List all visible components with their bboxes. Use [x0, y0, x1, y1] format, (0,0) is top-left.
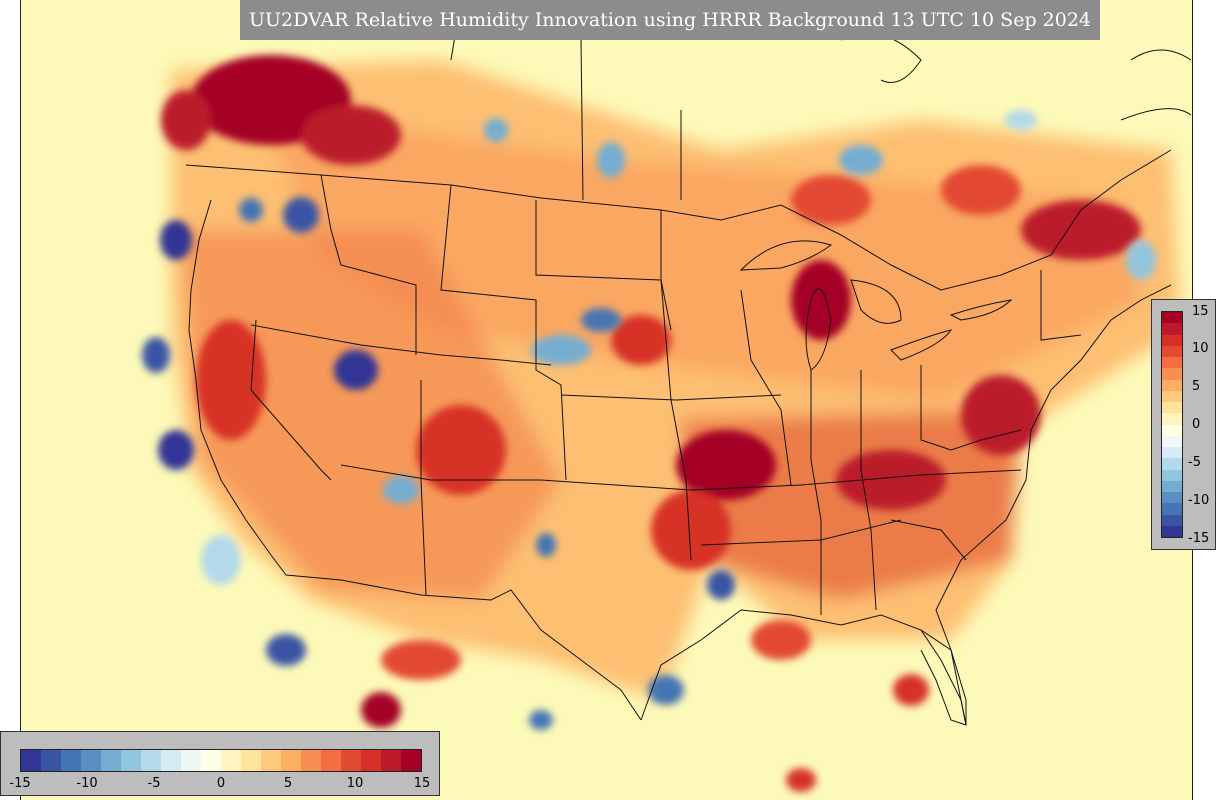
colorbar-segment [1162, 514, 1182, 526]
colorbar-segment [1162, 379, 1182, 391]
colorbar-segment [101, 750, 121, 771]
colorbar-tick: 15 [1192, 304, 1209, 319]
colorbar-tick: 10 [346, 776, 364, 791]
colorbar-tick: -10 [76, 776, 98, 791]
colorbar-tick: -10 [1188, 493, 1210, 508]
colorbar-segment [301, 750, 321, 771]
colorbar-segment [141, 750, 161, 771]
colorbar-segment [221, 750, 241, 771]
colorbar-segment [341, 750, 361, 771]
colorbar-segment [81, 750, 101, 771]
colorbar-segment [361, 750, 381, 771]
colorbar-segment [1162, 368, 1182, 380]
colorbar-tick: 10 [1192, 341, 1209, 356]
colorbar-segment [61, 750, 81, 771]
colorbar-segment [401, 750, 421, 771]
colorbar-vertical-ramp [1161, 311, 1183, 538]
colorbar-segment [1162, 390, 1182, 402]
colorbar-horizontal: -15 -10 -5 0 5 10 15 [0, 731, 440, 796]
colorbar-segment [241, 750, 261, 771]
colorbar-vertical: 15 10 5 0 -5 -10 -15 [1151, 299, 1216, 550]
colorbar-segment [1162, 503, 1182, 515]
colorbar-segment [1162, 525, 1182, 537]
colorbar-segment [161, 750, 181, 771]
boundaries [185, 0, 1192, 726]
colorbar-segment [21, 750, 41, 771]
colorbar-segment [121, 750, 141, 771]
colorbar-tick: -15 [9, 776, 31, 791]
colorbar-segment [1162, 469, 1182, 481]
colorbar-segment [1162, 345, 1182, 357]
map-title: UU2DVAR Relative Humidity Innovation usi… [240, 0, 1100, 40]
colorbar-tick: -15 [1188, 531, 1210, 546]
colorbar-segment [1162, 402, 1182, 414]
colorbar-segment [321, 750, 341, 771]
colorbar-segment [1162, 492, 1182, 504]
negative-cores [142, 110, 1156, 730]
map-canvas [20, 0, 1193, 800]
colorbar-segment [1162, 458, 1182, 470]
colorbar-segment [1162, 312, 1182, 324]
colorbar-segment [281, 750, 301, 771]
colorbar-tick: 5 [1192, 379, 1201, 394]
positive-cores [161, 55, 1141, 792]
colorbar-segment [1162, 435, 1182, 447]
colorbar-segment [1162, 357, 1182, 369]
colorbar-tick: 15 [413, 776, 431, 791]
colorbar-tick: 0 [216, 776, 226, 791]
colorbar-segment [1162, 480, 1182, 492]
innovation-field [142, 0, 1192, 792]
colorbar-tick: 5 [283, 776, 293, 791]
colorbar-tick: -5 [1188, 455, 1201, 470]
colorbar-tick: 0 [1192, 417, 1201, 432]
colorbar-segment [1162, 323, 1182, 335]
colorbar-segment [201, 750, 221, 771]
colorbar-segment [1162, 447, 1182, 459]
colorbar-segment [1162, 424, 1182, 436]
colorbar-segment [1162, 334, 1182, 346]
colorbar-tick: -5 [147, 776, 161, 791]
colorbar-horizontal-ramp [20, 749, 422, 772]
colorbar-segment [261, 750, 281, 771]
colorbar-segment [41, 750, 61, 771]
colorbar-segment [381, 750, 401, 771]
colorbar-segment [181, 750, 201, 771]
colorbar-segment [1162, 413, 1182, 425]
